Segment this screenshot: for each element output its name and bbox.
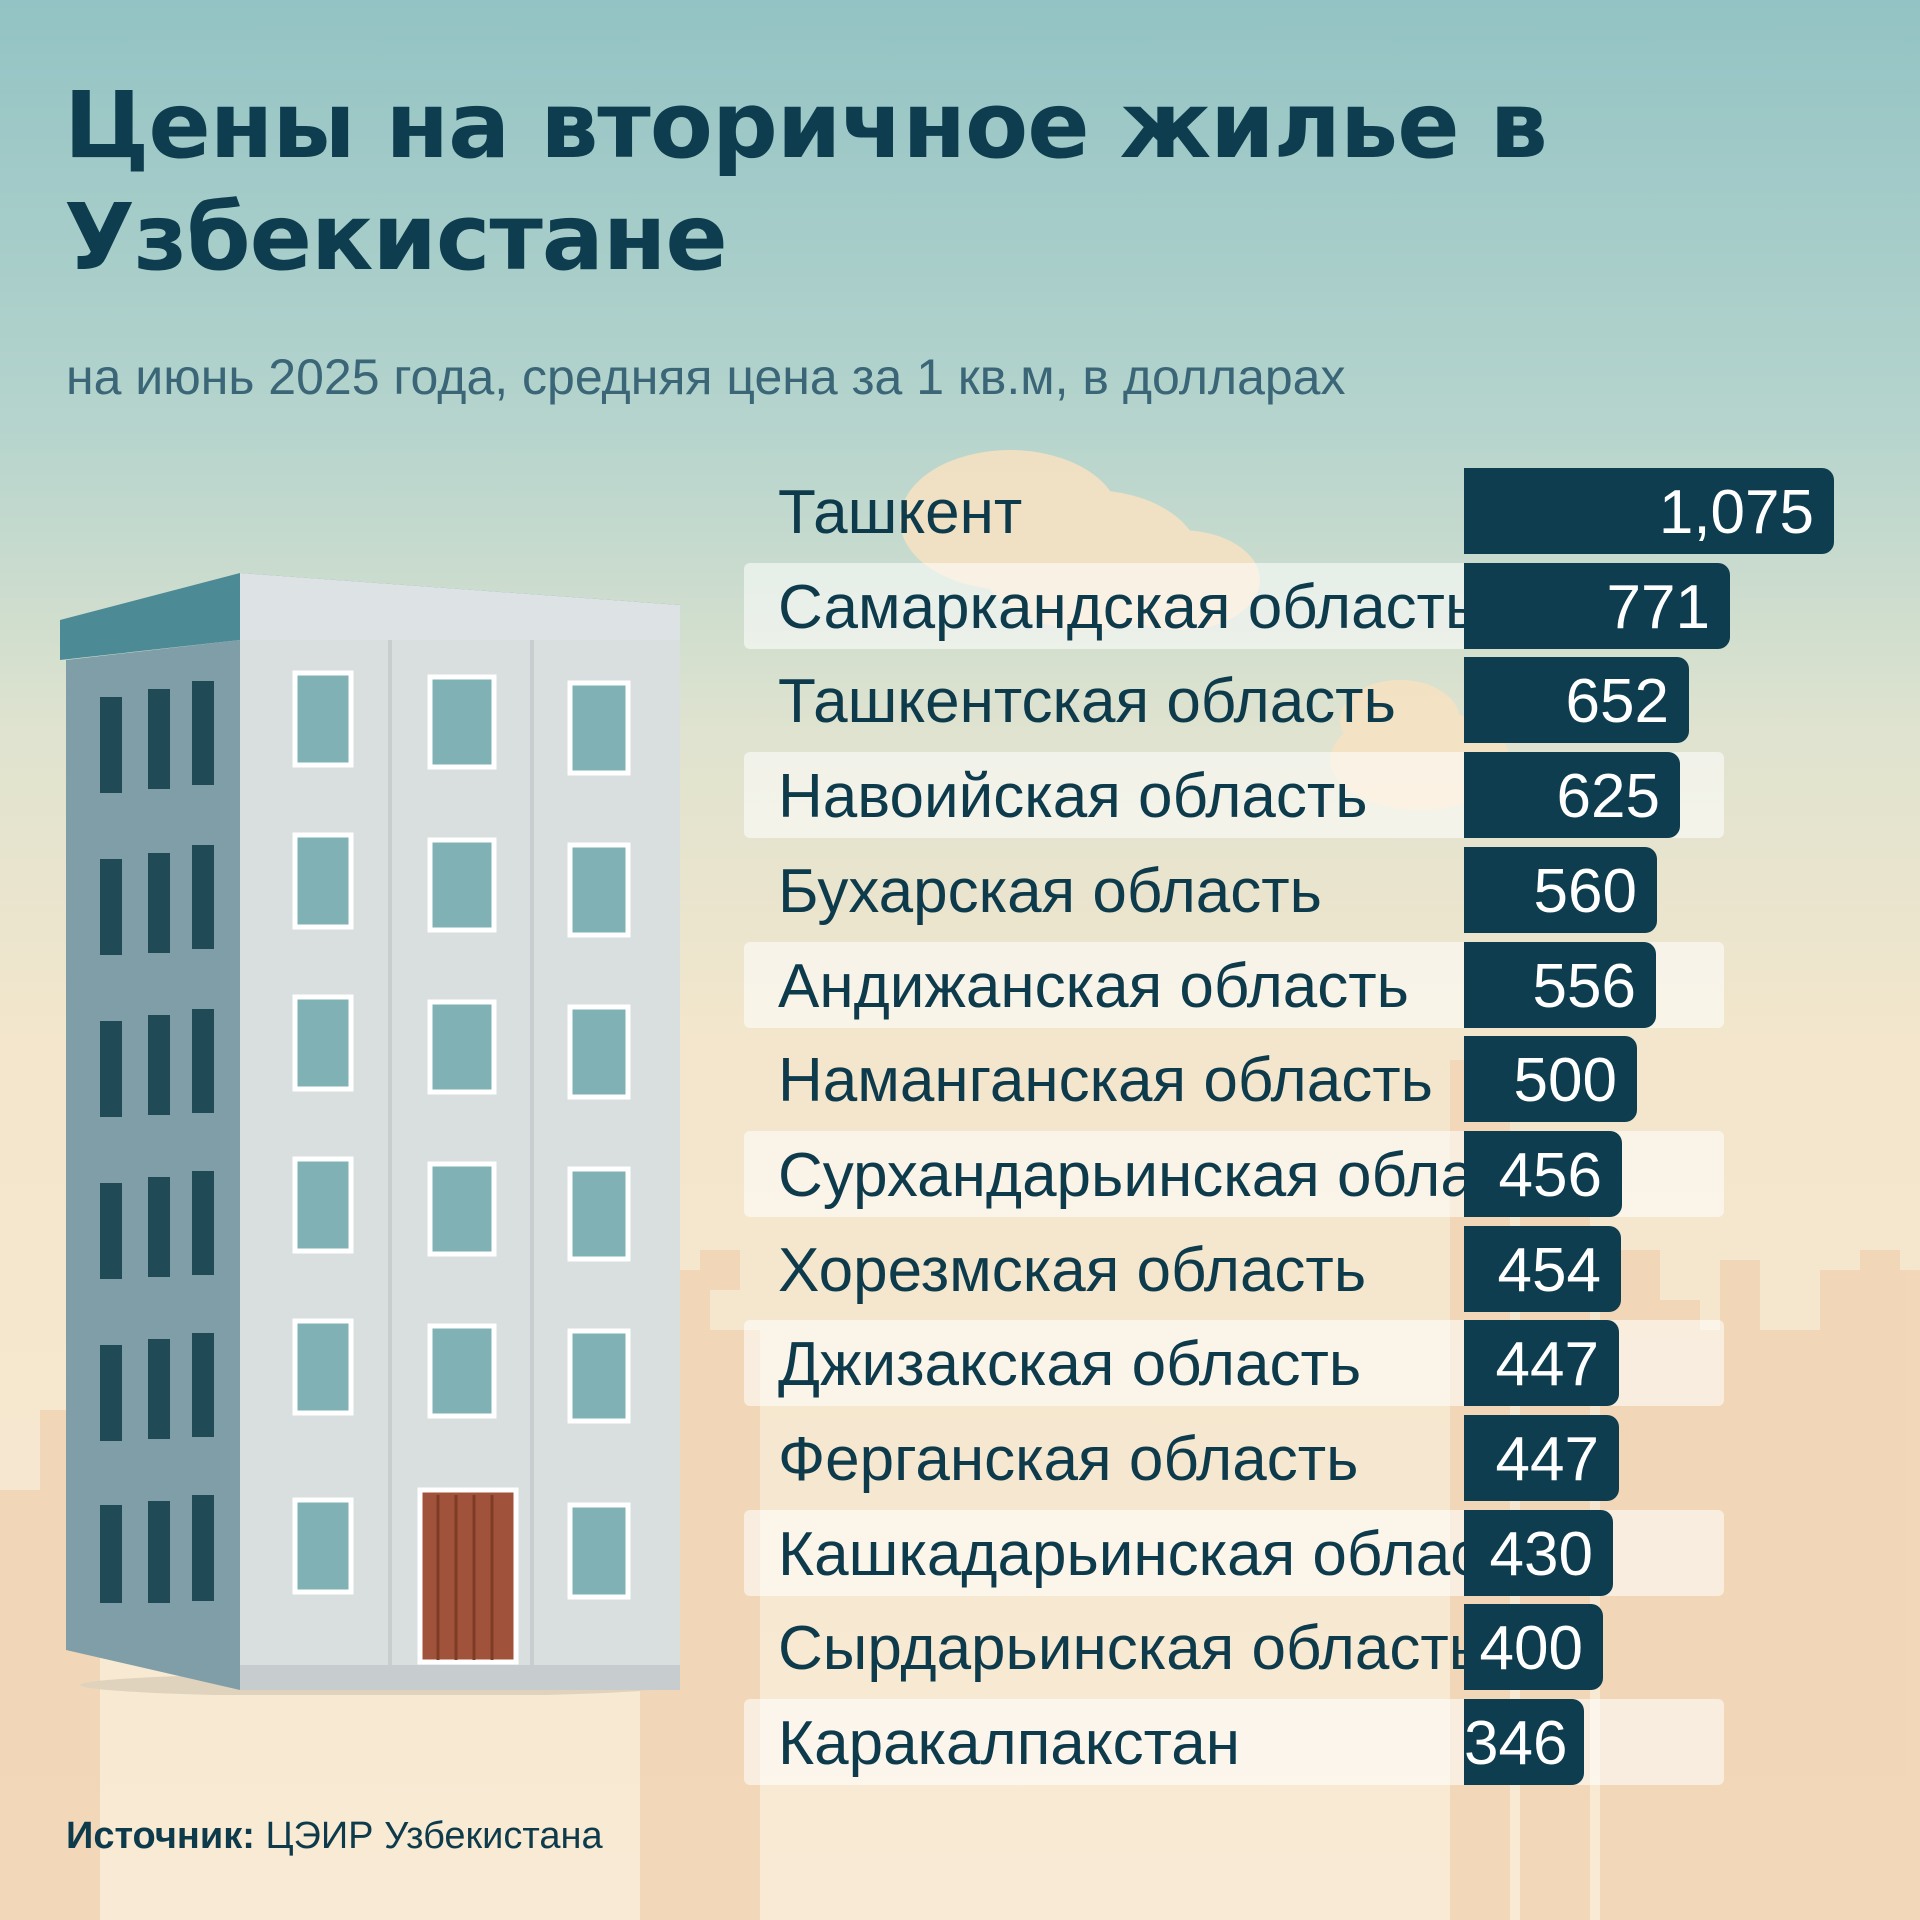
bar-value-label: 500 bbox=[1513, 1046, 1617, 1115]
bar-value-label: 447 bbox=[1495, 1425, 1599, 1494]
bar-value-label: 430 bbox=[1489, 1520, 1593, 1589]
category-label: Самаркандская область bbox=[778, 573, 1478, 642]
bar bbox=[1464, 1510, 1613, 1596]
source-note: Источник: ЦЭИР Узбекистана bbox=[66, 1815, 603, 1858]
category-label: Андижанская область bbox=[778, 952, 1409, 1021]
category-label: Ташкент bbox=[778, 478, 1023, 547]
bar-value-label: 400 bbox=[1479, 1614, 1583, 1683]
bar-value-label: 447 bbox=[1495, 1330, 1599, 1399]
category-label: Каракалпакстан bbox=[778, 1709, 1241, 1778]
bar bbox=[1464, 1036, 1637, 1122]
bar bbox=[1464, 752, 1680, 838]
bar-value-label: 1,075 bbox=[1658, 478, 1814, 547]
bar bbox=[1464, 1131, 1622, 1217]
category-label: Сырдарьинская область bbox=[778, 1614, 1482, 1683]
bar bbox=[1464, 942, 1656, 1028]
apartment-building-illustration bbox=[60, 573, 680, 1695]
bar-value-label: 625 bbox=[1556, 762, 1660, 831]
bar-value-label: 346 bbox=[1464, 1709, 1568, 1778]
category-label: Сурхандарьинская область bbox=[778, 1141, 1567, 1210]
bar-value-label: 556 bbox=[1532, 952, 1636, 1021]
bar bbox=[1464, 657, 1689, 743]
bar-value-label: 454 bbox=[1497, 1236, 1601, 1305]
bar-value-label: 771 bbox=[1606, 573, 1710, 642]
bar bbox=[1464, 468, 1834, 554]
bar bbox=[1464, 1604, 1603, 1690]
bar-value-label: 652 bbox=[1565, 667, 1669, 736]
category-label: Хорезмская область bbox=[778, 1236, 1367, 1305]
category-label: Ташкентская область bbox=[778, 667, 1396, 736]
category-label: Наманганская область bbox=[778, 1046, 1433, 1115]
category-label: Навоийская область bbox=[778, 762, 1368, 831]
bar bbox=[1464, 1415, 1619, 1501]
bar bbox=[1464, 1699, 1584, 1785]
bar-value-label: 456 bbox=[1498, 1141, 1602, 1210]
source-label: Источник: bbox=[66, 1815, 255, 1857]
bar bbox=[1464, 847, 1657, 933]
bar bbox=[1464, 1320, 1619, 1406]
source-value: ЦЭИР Узбекистана bbox=[265, 1815, 603, 1857]
bar bbox=[1464, 563, 1730, 649]
category-label: Бухарская область bbox=[778, 857, 1322, 926]
page-subtitle: на июнь 2025 года, средняя цена за 1 кв.… bbox=[66, 349, 1346, 405]
category-label: Джизакская область bbox=[778, 1330, 1362, 1399]
page-title: Цены на вторичное жилье в Узбекистане bbox=[64, 72, 1548, 291]
category-label: Ферганская область bbox=[778, 1425, 1359, 1494]
category-label: Кашкадарьинская область bbox=[778, 1520, 1542, 1589]
bar bbox=[1464, 1226, 1621, 1312]
bar-value-label: 560 bbox=[1533, 857, 1637, 926]
